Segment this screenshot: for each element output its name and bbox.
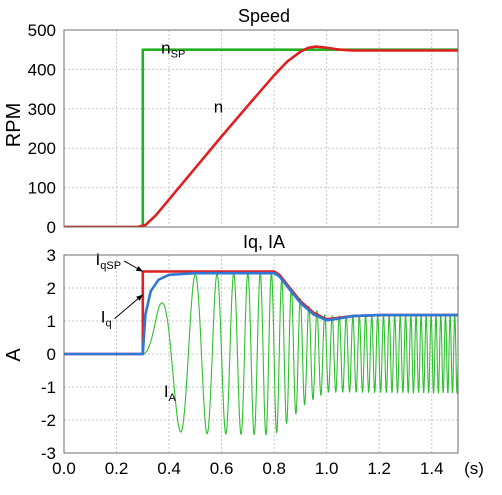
- annotation-label: n: [214, 98, 223, 117]
- y-tick-label: -1: [41, 378, 56, 397]
- x-tick-label: 0.2: [105, 459, 129, 478]
- speed-annotations: nSP n: [161, 39, 223, 117]
- speed-y-axis-label: RPM: [3, 103, 25, 147]
- y-tick-label: 0: [47, 345, 56, 364]
- current-chart-title: Iq, IA: [243, 232, 285, 252]
- series-line-n: [64, 45, 458, 227]
- y-tick-label: 200: [28, 139, 56, 158]
- y-tick-label: -2: [41, 411, 56, 430]
- x-tick-label: 0.4: [157, 459, 181, 478]
- current-y-axis-label: A: [3, 348, 25, 362]
- annotation-label: IA: [164, 382, 177, 404]
- current-annotations: IqSP Iq IA: [96, 250, 177, 404]
- x-tick-label: 0.0: [52, 459, 76, 478]
- series-line-nSP: [64, 48, 458, 227]
- speed-chart-title: Speed: [238, 6, 290, 26]
- speed-chart: Speed RPM 0 100 200 300 400 500 nSP n: [3, 6, 459, 237]
- y-tick-label: 500: [28, 21, 56, 40]
- x-tick-label: 0.6: [210, 459, 234, 478]
- y-tick-label: 300: [28, 100, 56, 119]
- speed-series: [64, 45, 458, 227]
- y-tick-label: 1: [47, 312, 56, 331]
- speed-plot-frame: [63, 29, 459, 228]
- y-tick-label: 100: [28, 179, 56, 198]
- current-y-ticks: -3 -2 -1 0 1 2 3: [41, 246, 56, 463]
- y-tick-label: 0: [47, 218, 56, 237]
- x-tick-label: 1.4: [420, 459, 444, 478]
- current-chart: Iq, IA A -3 -2 -1 0 1 2 3 0.0 0.2 0.4 0.6 0.8 1.0 1.…: [3, 232, 484, 478]
- x-axis-unit-label: (s): [464, 459, 484, 478]
- x-tick-label: 0.8: [262, 459, 286, 478]
- annotation-label: nSP: [161, 39, 185, 61]
- y-tick-label: 3: [47, 246, 56, 265]
- speed-y-ticks: 0 100 200 300 400 500: [28, 21, 56, 237]
- y-tick-label: -3: [41, 444, 56, 463]
- y-tick-label: 2: [47, 279, 56, 298]
- annotation-arrowhead: [136, 294, 143, 301]
- current-plot-frame: [63, 254, 459, 454]
- annotation-label: Iq: [101, 308, 112, 330]
- x-tick-label: 1.0: [315, 459, 339, 478]
- annotation-label: IqSP: [96, 250, 122, 272]
- speed-grid: [64, 30, 458, 227]
- current-x-ticks: 0.0 0.2 0.4 0.6 0.8 1.0 1.2 1.4: [52, 459, 443, 478]
- y-tick-label: 400: [28, 60, 56, 79]
- series-line-Iq: [64, 271, 458, 356]
- x-tick-label: 1.2: [367, 459, 391, 478]
- current-series: [64, 270, 458, 436]
- annotation-arrowhead: [135, 265, 143, 272]
